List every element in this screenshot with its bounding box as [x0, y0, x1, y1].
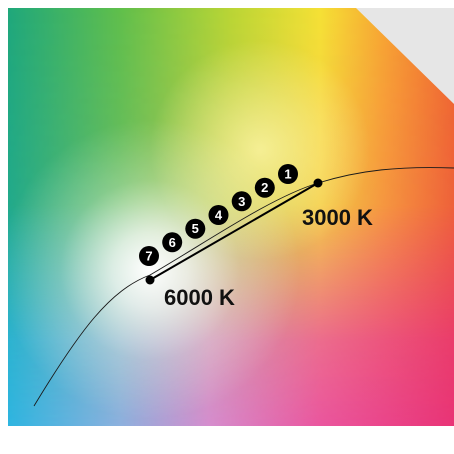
step-circle	[231, 191, 252, 212]
step-number: 5	[192, 221, 199, 236]
corner-fold	[356, 8, 454, 104]
step-circle	[162, 232, 183, 253]
step-number: 6	[169, 235, 176, 250]
step-number: 3	[238, 194, 245, 209]
temperature-range-line	[149, 182, 319, 281]
step-numbers: 1 2 34 5 6 7	[139, 164, 298, 266]
step-number: 4	[215, 208, 223, 223]
step-circle	[139, 246, 159, 266]
step-circle	[254, 177, 275, 198]
label-3000k: 3000 K	[302, 205, 373, 230]
step-number: 7	[145, 249, 152, 264]
planckian-locus-curve	[33, 167, 454, 407]
step-circle	[278, 164, 298, 184]
step-number: 1	[284, 167, 291, 182]
step-circle	[185, 218, 206, 239]
step-circle	[208, 205, 229, 225]
marker-3000k	[313, 178, 323, 188]
marker-6000k	[145, 275, 155, 285]
step-number: 2	[261, 180, 268, 195]
label-6000k: 6000 K	[164, 285, 235, 310]
gamut-fill	[8, 8, 454, 426]
